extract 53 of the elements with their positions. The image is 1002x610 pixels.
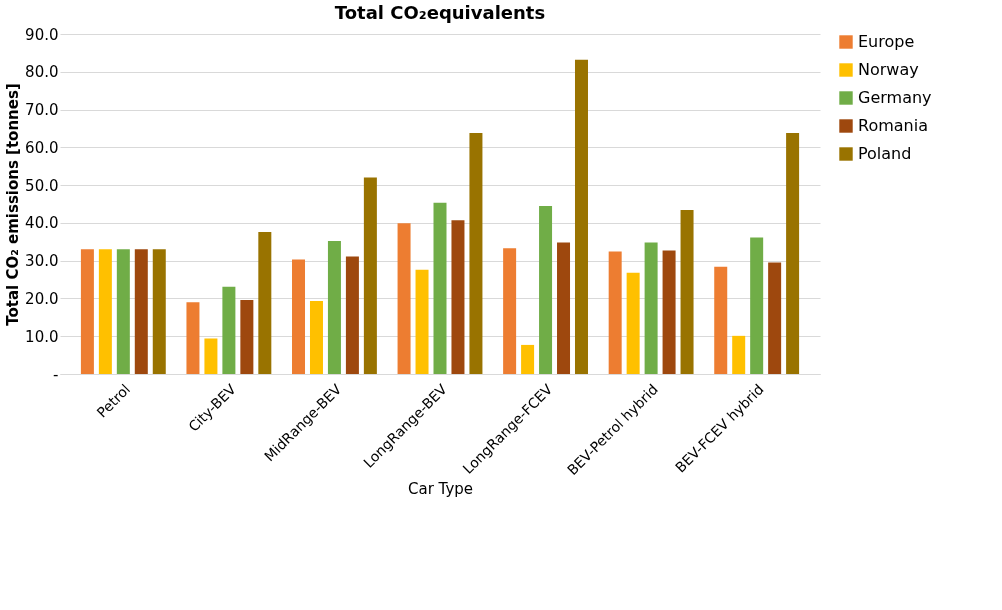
bar: [451, 220, 465, 374]
y-tick-label: 20.0: [25, 289, 59, 308]
bar: [116, 249, 130, 374]
bar: [469, 132, 483, 374]
legend-label: Poland: [858, 144, 912, 163]
legend-label: Germany: [858, 88, 932, 107]
bar: [714, 266, 728, 374]
bar: [433, 202, 447, 374]
bar: [626, 272, 640, 374]
bar: [768, 262, 782, 374]
bar: [574, 59, 588, 374]
bar: [521, 344, 535, 374]
chart-title: Total CO₂equivalents: [334, 2, 546, 23]
legend-label: Europe: [858, 32, 915, 51]
bar: [397, 223, 411, 374]
bar: [345, 256, 359, 374]
bar: [557, 242, 571, 374]
bar: [680, 210, 694, 374]
bar: [363, 177, 377, 374]
bar: [98, 249, 112, 374]
bar: [608, 251, 622, 374]
y-tick-label: 30.0: [25, 252, 59, 271]
bar: [415, 269, 429, 374]
bar: [327, 241, 341, 374]
bar: [539, 205, 553, 374]
bar: [80, 249, 94, 374]
bar: [240, 299, 254, 374]
bar: [152, 249, 166, 374]
y-tick-label: 60.0: [25, 138, 59, 157]
bar: [186, 302, 200, 374]
y-tick-label: 70.0: [25, 101, 59, 120]
y-tick-label: 80.0: [25, 63, 59, 82]
bar: [662, 250, 676, 374]
y-tick-label: -: [53, 365, 59, 384]
bar: [750, 237, 764, 374]
bar: [222, 286, 236, 374]
legend-label: Romania: [858, 116, 928, 135]
x-axis-title: Car Type: [407, 480, 474, 499]
bar: [644, 242, 658, 374]
y-axis-title: Total CO₂ emissions [tonnes]: [4, 83, 23, 326]
bar: [732, 335, 746, 374]
y-tick-label: 50.0: [25, 176, 59, 195]
bar: [786, 132, 800, 374]
bar: [258, 231, 272, 374]
bar: [134, 249, 148, 374]
y-tick-label: 40.0: [25, 214, 59, 233]
bar: [292, 259, 306, 374]
bar: [503, 248, 517, 374]
legend-label: Norway: [858, 60, 919, 79]
bar: [204, 338, 218, 374]
y-tick-label: 90.0: [25, 25, 59, 44]
y-tick-label: 10.0: [25, 327, 59, 346]
bar: [309, 301, 323, 374]
